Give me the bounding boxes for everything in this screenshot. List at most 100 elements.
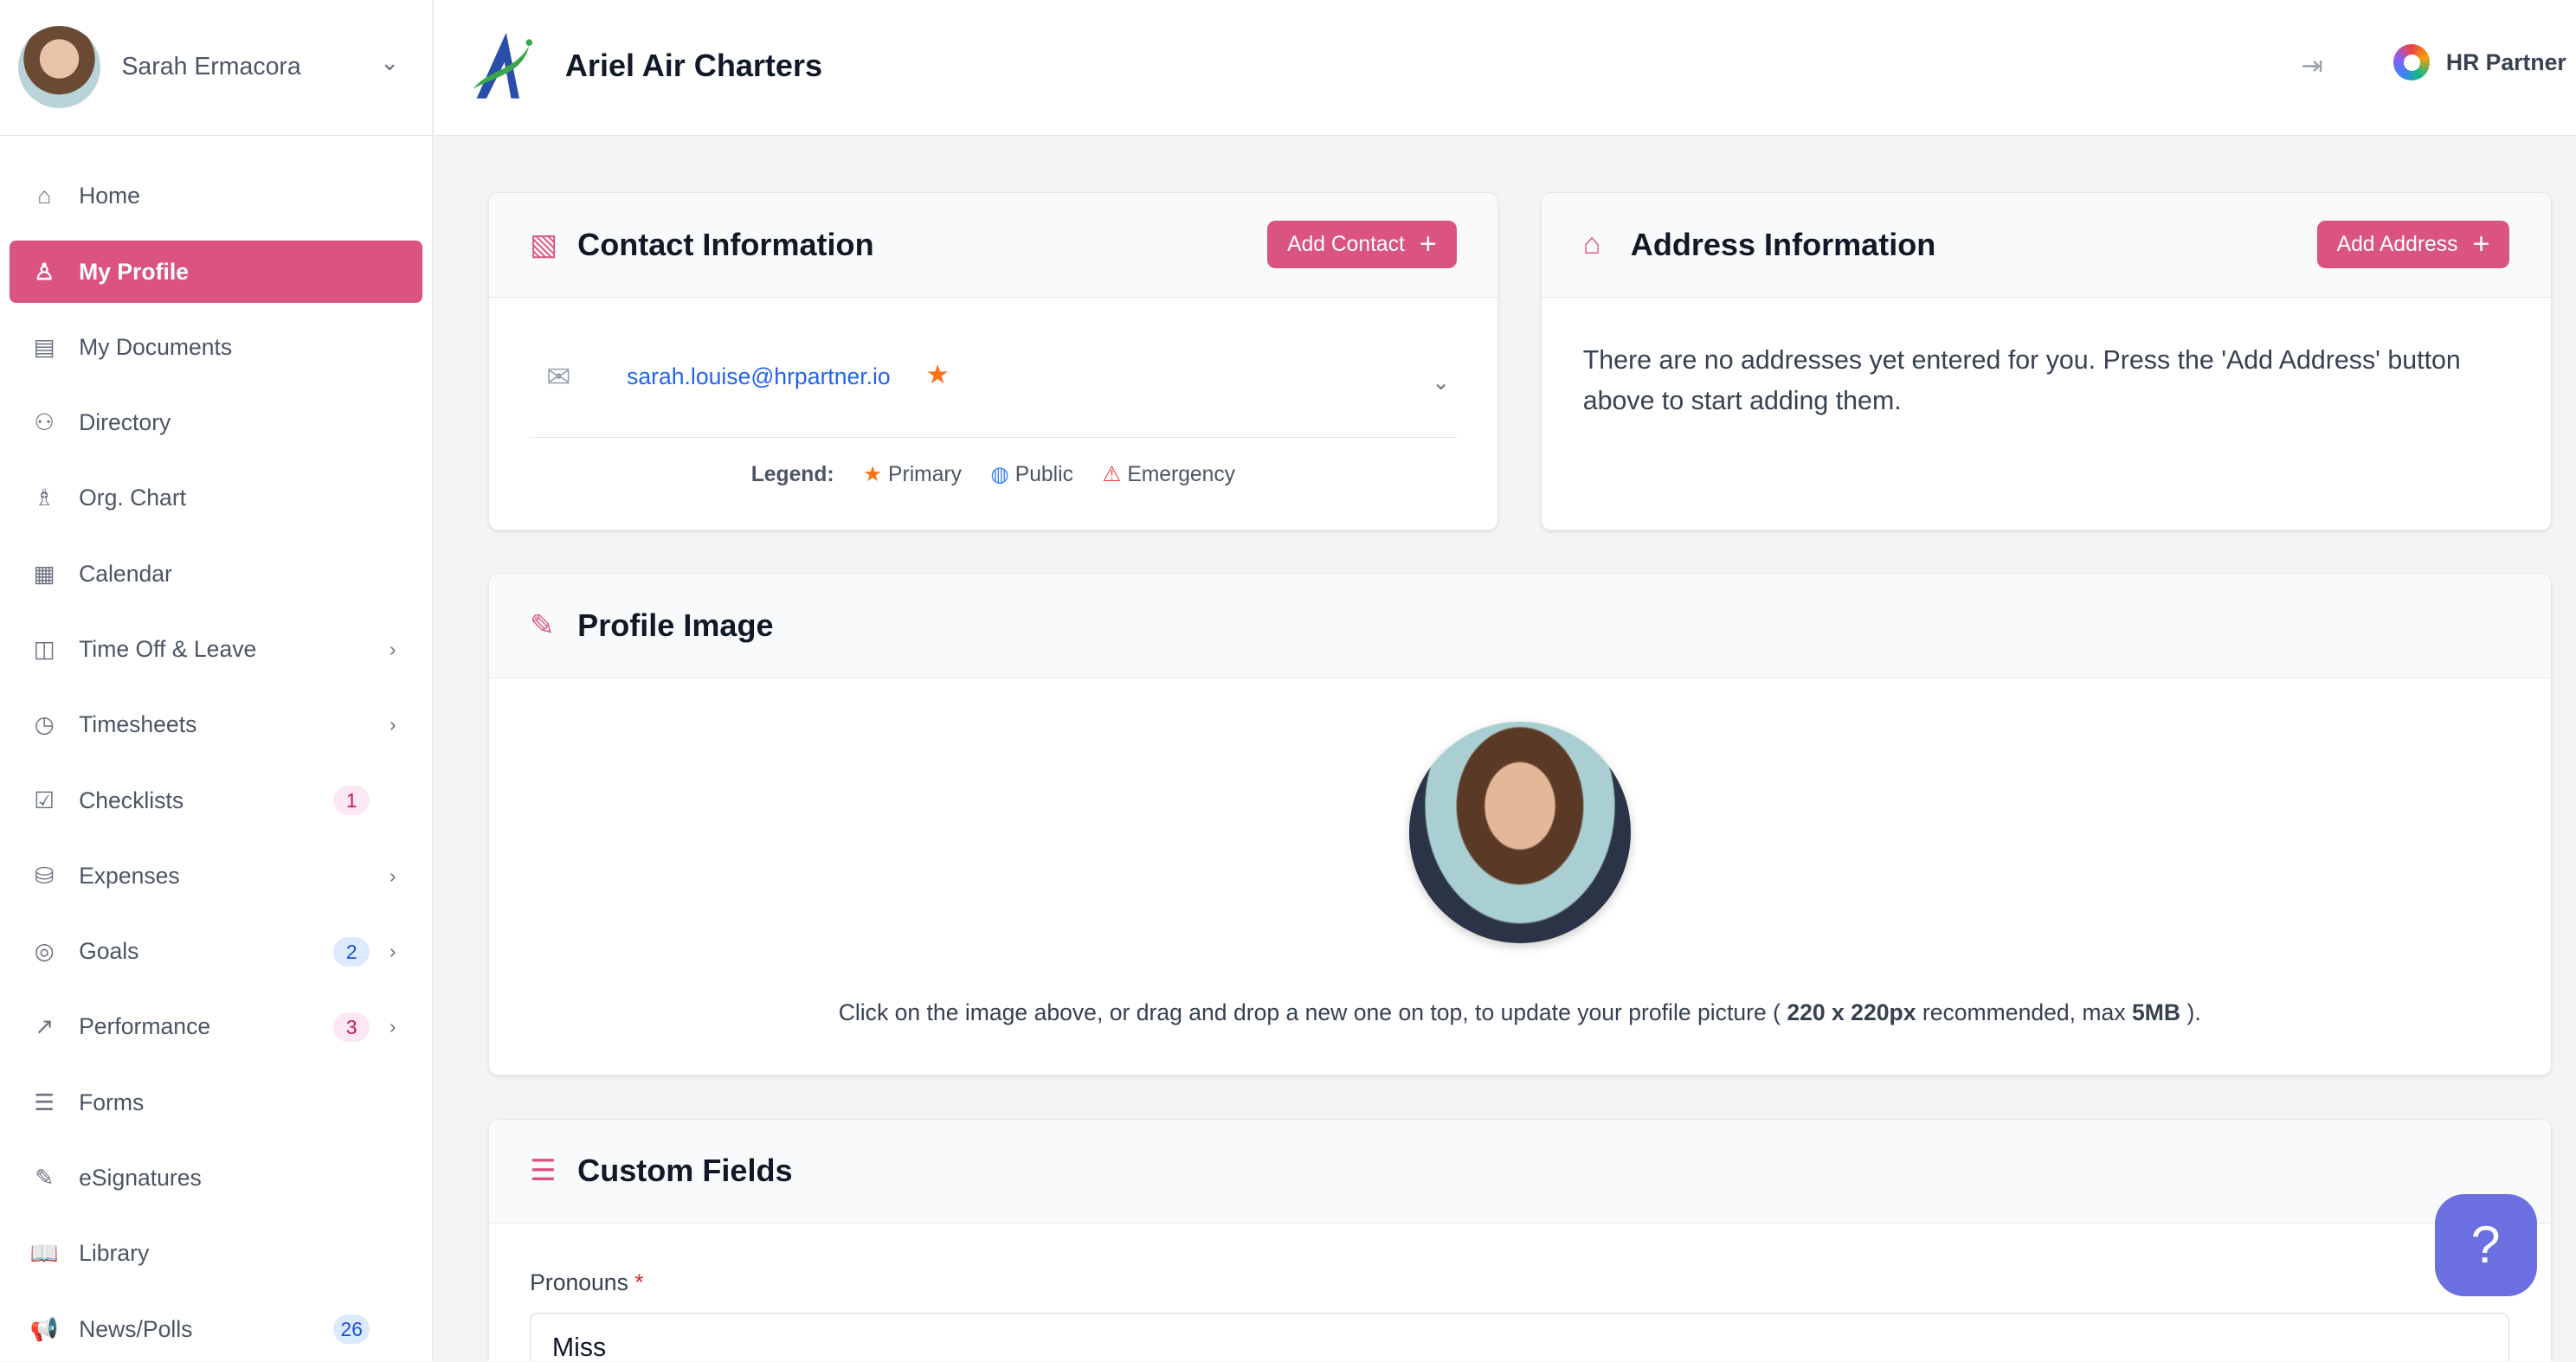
chevron-right-icon: ›: [389, 713, 396, 736]
contact-book-icon: ▧: [530, 228, 558, 261]
user-icon: ♙: [34, 258, 55, 285]
clock-icon: ◷: [34, 711, 55, 738]
sidebar-item-label: Forms: [79, 1089, 145, 1115]
sidebar-item-label: Library: [79, 1240, 150, 1267]
profile-image-upload[interactable]: [1408, 722, 1631, 944]
target-icon: ◎: [34, 938, 55, 965]
legend-public: Public: [1014, 462, 1073, 486]
no-address-message: There are no addresses yet entered for y…: [1582, 345, 2461, 416]
custom-fields-card: ☰ Custom Fields Pronouns * Miss: [487, 1118, 2552, 1362]
top-bar: Ariel Air Charters ⇥ HR Partner: [434, 0, 2576, 136]
brush-icon: ✎: [530, 609, 555, 643]
card-title: Address Information: [1630, 226, 1936, 262]
legend-emergency: Emergency: [1127, 462, 1236, 486]
chevron-down-icon[interactable]: ⌄: [379, 48, 400, 75]
house-icon: ⌂: [1582, 228, 1601, 261]
sidebar-item-forms[interactable]: ☰ Forms: [10, 1071, 422, 1134]
sidebar-item-org-chart[interactable]: ♗ Org. Chart: [10, 467, 422, 530]
sidebar-item-label: Directory: [79, 409, 171, 436]
logout-icon[interactable]: ⇥: [2301, 51, 2323, 80]
sidebar-item-label: Checklists: [79, 787, 184, 813]
org-chart-icon: ♗: [34, 485, 55, 511]
sidebar-item-my-profile[interactable]: ♙ My Profile: [10, 241, 422, 304]
sidebar-item-library[interactable]: 📖 Library: [10, 1223, 422, 1285]
user-menu[interactable]: Sarah Ermacora ⌄: [0, 0, 433, 136]
checklist-icon: ☑: [34, 787, 55, 813]
star-icon: ★: [863, 462, 883, 486]
primary-star-icon: ★: [925, 360, 950, 389]
count-badge: 1: [333, 786, 370, 816]
sidebar-item-label: eSignatures: [79, 1164, 202, 1191]
book-icon: 📖: [29, 1240, 59, 1267]
count-badge: 26: [333, 1314, 370, 1345]
globe-icon: ◍: [990, 462, 1009, 486]
sidebar-item-directory[interactable]: ⚇ Directory: [10, 392, 422, 454]
help-button[interactable]: ?: [2434, 1193, 2537, 1296]
pronouns-input[interactable]: Miss: [530, 1313, 2510, 1362]
legend: Legend: ★ Primary ◍ Public ⚠ Emergency: [489, 461, 1497, 487]
chevron-right-icon: ›: [389, 864, 396, 887]
sidebar-item-label: My Documents: [79, 333, 233, 360]
form-icon: ☰: [34, 1089, 55, 1115]
plus-icon: +: [2472, 228, 2490, 261]
trend-icon: ↗: [35, 1013, 55, 1040]
sidebar-item-label: News/Polls: [79, 1315, 193, 1342]
siren-icon: ⚠: [1102, 462, 1122, 486]
chevron-right-icon: ›: [389, 1015, 396, 1038]
sidebar-item-timesheets[interactable]: ◷ Timesheets ›: [10, 694, 422, 756]
legend-label: Legend:: [750, 462, 834, 486]
brand-logo: HR Partner: [2393, 44, 2566, 80]
sidebar-item-label: Timesheets: [79, 711, 197, 738]
document-icon: ▤: [33, 333, 55, 360]
count-badge: 2: [333, 936, 370, 967]
add-contact-button[interactable]: Add Contact +: [1267, 221, 1457, 269]
sidebar-item-news-polls[interactable]: 📢 News/Polls 26: [10, 1298, 422, 1360]
card-title: Profile Image: [577, 607, 774, 644]
count-badge: 3: [333, 1012, 370, 1042]
sidebar-item-label: Time Off & Leave: [79, 636, 257, 663]
add-address-button[interactable]: Add Address +: [2316, 221, 2510, 269]
chevron-right-icon: ›: [389, 638, 396, 661]
home-icon: ⌂: [37, 183, 52, 209]
sidebar-item-expenses[interactable]: ⛁ Expenses ›: [10, 845, 422, 907]
megaphone-icon: 📢: [29, 1315, 59, 1342]
sidebar-item-calendar[interactable]: ▦ Calendar: [10, 543, 422, 605]
sidebar-nav: ⌂ Home ♙ My Profile ▤ My Documents ⚇ Directory ♗…: [0, 136, 432, 1360]
hr-partner-logo-icon: [2393, 44, 2430, 80]
plus-icon: +: [1419, 228, 1437, 261]
sidebar-item-label: Expenses: [79, 862, 180, 889]
contact-information-card: ▧ Contact Information Add Contact + ✉ sara…: [487, 192, 1499, 531]
legend-primary: Primary: [888, 462, 962, 486]
sidebar-item-label: Home: [79, 183, 140, 209]
sidebar-item-time-off-leave[interactable]: ◫ Time Off & Leave ›: [10, 618, 422, 680]
company-name: Ariel Air Charters: [564, 48, 823, 84]
chevron-down-icon[interactable]: ⌄: [1432, 371, 1451, 395]
email-link[interactable]: sarah.louise@hrpartner.io: [627, 363, 891, 389]
briefcase-icon: ◫: [33, 636, 55, 663]
contact-row[interactable]: ✉ sarah.louise@hrpartner.io ★ ⌄: [530, 298, 1457, 438]
company-logo: [473, 32, 532, 99]
address-information-card: ⌂ Address Information Add Address + There …: [1541, 192, 2552, 531]
pen-icon: ✎: [35, 1164, 55, 1191]
profile-image-card: ✎ Profile Image Click on the image above,…: [487, 573, 2552, 1076]
calendar-icon: ▦: [33, 560, 55, 587]
brand-name: HR Partner: [2445, 48, 2566, 75]
sidebar-item-performance[interactable]: ↗ Performance 3 ›: [10, 996, 422, 1058]
sidebar-item-home[interactable]: ⌂ Home: [10, 165, 422, 228]
chevron-right-icon: ›: [389, 940, 396, 963]
profile-image-hint: Click on the image above, or drag and dr…: [838, 999, 2201, 1025]
sidebar: Sarah Ermacora ⌄ ⌂ Home ♙ My Profile ▤ My Doc…: [0, 0, 434, 1362]
user-name: Sarah Ermacora: [121, 53, 301, 81]
users-icon: ⚇: [34, 409, 55, 436]
pronouns-label: Pronouns *: [530, 1269, 644, 1296]
sidebar-item-checklists[interactable]: ☑ Checklists 1: [10, 769, 422, 832]
sidebar-item-label: Calendar: [79, 560, 172, 587]
sidebar-item-goals[interactable]: ◎ Goals 2 ›: [10, 921, 422, 983]
sidebar-item-esignatures[interactable]: ✎ eSignatures: [10, 1147, 422, 1209]
avatar: [17, 26, 100, 109]
sidebar-item-label: My Profile: [79, 258, 189, 285]
coins-icon: ⛁: [35, 862, 55, 889]
sidebar-item-my-documents[interactable]: ▤ My Documents: [10, 316, 422, 378]
card-title: Custom Fields: [577, 1153, 793, 1189]
sidebar-item-label: Performance: [79, 1013, 211, 1040]
